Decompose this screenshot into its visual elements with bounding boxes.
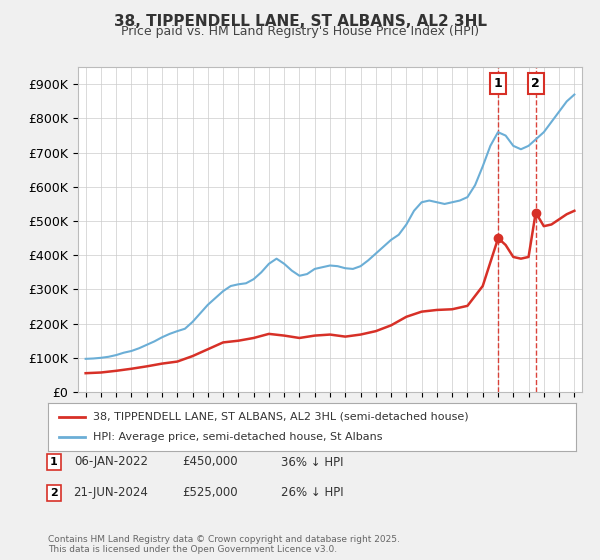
Text: 38, TIPPENDELL LANE, ST ALBANS, AL2 3HL: 38, TIPPENDELL LANE, ST ALBANS, AL2 3HL (113, 14, 487, 29)
Text: 06-JAN-2022: 06-JAN-2022 (74, 455, 148, 469)
Text: 36% ↓ HPI: 36% ↓ HPI (281, 455, 343, 469)
Text: 38, TIPPENDELL LANE, ST ALBANS, AL2 3HL (semi-detached house): 38, TIPPENDELL LANE, ST ALBANS, AL2 3HL … (93, 412, 469, 422)
Text: 2: 2 (50, 488, 58, 498)
Text: 21-JUN-2024: 21-JUN-2024 (74, 486, 148, 500)
Text: Contains HM Land Registry data © Crown copyright and database right 2025.
This d: Contains HM Land Registry data © Crown c… (48, 535, 400, 554)
Text: £525,000: £525,000 (182, 486, 238, 500)
Text: £450,000: £450,000 (182, 455, 238, 469)
Text: 1: 1 (494, 77, 503, 90)
Text: 1: 1 (50, 457, 58, 467)
Text: 26% ↓ HPI: 26% ↓ HPI (281, 486, 343, 500)
Text: HPI: Average price, semi-detached house, St Albans: HPI: Average price, semi-detached house,… (93, 432, 382, 442)
Text: 2: 2 (532, 77, 540, 90)
Text: Price paid vs. HM Land Registry's House Price Index (HPI): Price paid vs. HM Land Registry's House … (121, 25, 479, 38)
